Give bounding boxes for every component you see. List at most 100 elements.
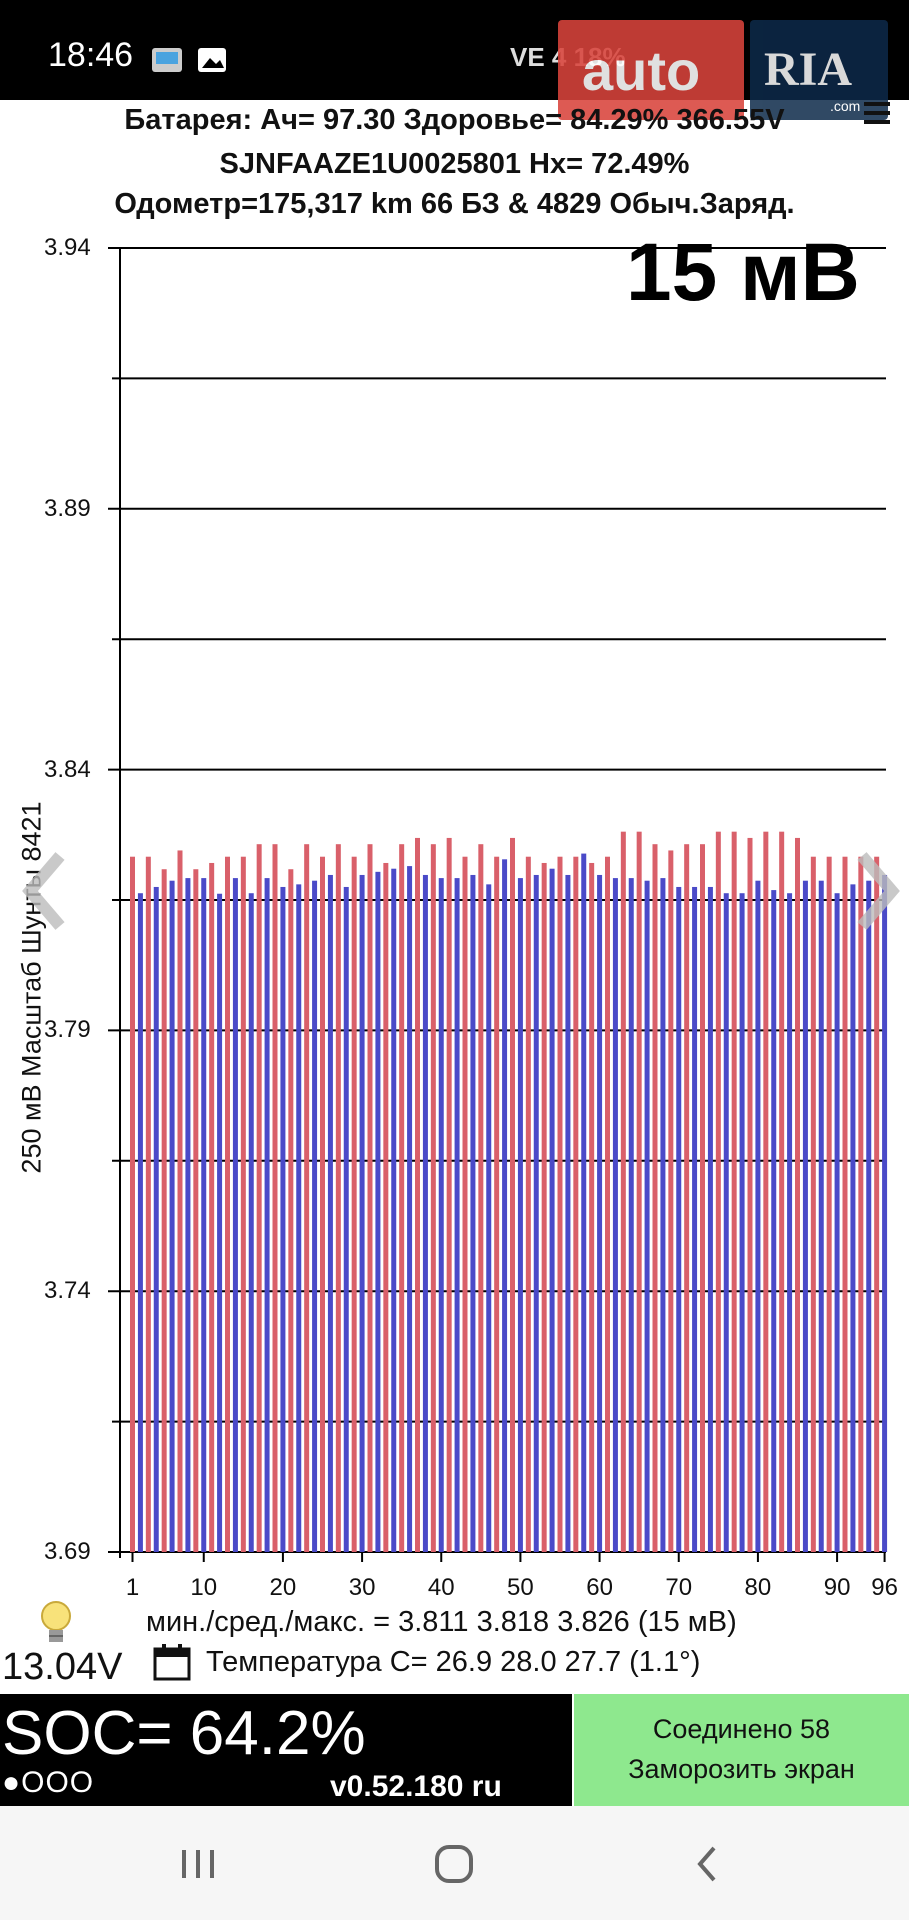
cell-bar-94: [866, 880, 872, 1552]
cell-bar-72: [692, 886, 698, 1552]
x-tick-label: 60: [586, 1574, 613, 1601]
y-tick-label: 3.79: [44, 1016, 91, 1044]
cell-bar-40: [438, 878, 444, 1552]
cell-bar-3: [145, 856, 151, 1552]
x-tick-label: 40: [427, 1574, 455, 1601]
cell-bar-81: [763, 831, 769, 1552]
cell-bar-24: [312, 880, 318, 1552]
connected-count: Соединено 58: [652, 1714, 831, 1744]
soc-value: SOC= 64.2%: [2, 1699, 366, 1768]
battery-summary-line: Батарея: Ач= 97.30 Здоровье= 84.29% 366.…: [124, 104, 785, 136]
cell-bar-43: [462, 856, 468, 1552]
calendar-icon[interactable]: [152, 1642, 192, 1682]
cell-bar-31: [367, 844, 373, 1552]
cell-bar-19: [272, 844, 278, 1552]
y-tick-label: 3.69: [44, 1538, 91, 1565]
cell-bar-23: [304, 844, 310, 1552]
odometer-line: Одометр=175,317 km 66 БЗ & 4829 Обыч.Зар…: [114, 188, 795, 220]
cell-bar-83: [779, 831, 785, 1552]
cell-bar-14: [232, 878, 238, 1552]
cell-bar-32: [375, 871, 381, 1552]
x-tick-label: 70: [665, 1574, 693, 1601]
home-icon[interactable]: [426, 1836, 482, 1892]
cell-bar-4: [153, 886, 159, 1552]
chevron-right-icon[interactable]: [846, 846, 906, 936]
freeze-screen-button[interactable]: Соединено 58 Заморозить экран: [574, 1694, 909, 1806]
cell-bar-61: [605, 856, 610, 1552]
cell-bar-93: [858, 856, 864, 1552]
cell-bar-74: [707, 886, 713, 1552]
cell-bar-73: [700, 844, 705, 1552]
scale-indicator[interactable]: 15 мВ: [626, 227, 860, 318]
menu-icon[interactable]: [862, 98, 892, 128]
x-tick-label: 1: [125, 1574, 140, 1601]
cell-bar-44: [470, 874, 476, 1552]
soc-panel: SOC= 64.2% ●OOO v0.52.180 ru: [0, 1694, 572, 1806]
watermark-auto: auto: [558, 20, 744, 120]
y-tick-label: 3.84: [44, 755, 91, 783]
cell-bar-52: [533, 874, 539, 1552]
cell-bar-28: [343, 886, 349, 1552]
cell-bar-29: [351, 856, 357, 1552]
cell-bar-41: [446, 837, 452, 1552]
cell-bar-35: [399, 844, 405, 1552]
cell-bar-63: [620, 831, 626, 1552]
recent-apps-icon[interactable]: [170, 1836, 226, 1892]
cell-bar-9: [193, 869, 199, 1552]
min-avg-max-line: мин./сред./макс. = 3.811 3.818 3.826 (15…: [146, 1606, 737, 1638]
cell-bar-58: [581, 853, 587, 1552]
cell-bar-16: [248, 893, 254, 1552]
cell-bar-96: [882, 874, 888, 1552]
cell-bar-45: [478, 844, 484, 1552]
cell-bar-21: [288, 869, 294, 1552]
cell-bar-13: [225, 856, 230, 1552]
connection-dots: ●OOO: [2, 1766, 95, 1799]
cell-bar-30: [359, 874, 365, 1552]
cell-bar-33: [383, 862, 389, 1552]
cell-bar-26: [327, 874, 333, 1552]
aux-voltage: 13.04V: [2, 1646, 123, 1688]
cell-bar-76: [723, 893, 729, 1552]
x-tick-label: 96: [871, 1574, 898, 1601]
cell-bar-65: [636, 831, 642, 1552]
y-tick-label: 3.94: [44, 234, 91, 261]
cell-bar-42: [454, 878, 460, 1552]
cell-bar-88: [818, 880, 824, 1552]
cell-bar-78: [739, 893, 745, 1552]
cell-bar-34: [391, 868, 397, 1552]
cell-bar-49: [510, 837, 515, 1552]
cell-bar-59: [589, 862, 595, 1552]
cell-bar-48: [502, 859, 508, 1552]
cell-bar-86: [802, 880, 808, 1552]
cell-bar-2: [137, 893, 143, 1552]
temperature-line: Температура С= 26.9 28.0 27.7 (1.1°): [206, 1646, 701, 1678]
cell-bar-46: [486, 884, 492, 1552]
cell-bar-80: [755, 880, 761, 1552]
cell-bar-87: [810, 856, 816, 1552]
lightbulb-icon[interactable]: [36, 1598, 76, 1648]
back-icon[interactable]: [680, 1836, 736, 1892]
cell-bar-56: [565, 874, 571, 1552]
cell-bar-91: [842, 856, 848, 1552]
cell-bar-17: [256, 844, 262, 1552]
cell-bar-68: [660, 878, 666, 1552]
cell-bar-15: [240, 856, 246, 1552]
cell-bar-51: [525, 856, 531, 1552]
cell-bar-90: [834, 893, 840, 1552]
cell-bar-67: [652, 844, 658, 1552]
cell-bar-84: [787, 893, 793, 1552]
y-tick-label: 3.74: [44, 1277, 91, 1305]
cell-bar-55: [557, 856, 563, 1552]
chevron-left-icon[interactable]: [16, 846, 76, 936]
cell-bar-8: [185, 878, 191, 1552]
cell-bar-50: [517, 878, 523, 1552]
cell-bar-53: [541, 862, 547, 1552]
cell-bar-64: [628, 878, 634, 1552]
cell-bar-85: [795, 837, 800, 1552]
cell-bar-25: [320, 856, 325, 1552]
cell-bar-54: [549, 868, 555, 1552]
autoria-watermark: auto RIA .com: [558, 20, 888, 120]
cell-bar-92: [850, 884, 856, 1552]
cell-bar-12: [217, 893, 223, 1552]
cell-bar-62: [612, 878, 618, 1552]
